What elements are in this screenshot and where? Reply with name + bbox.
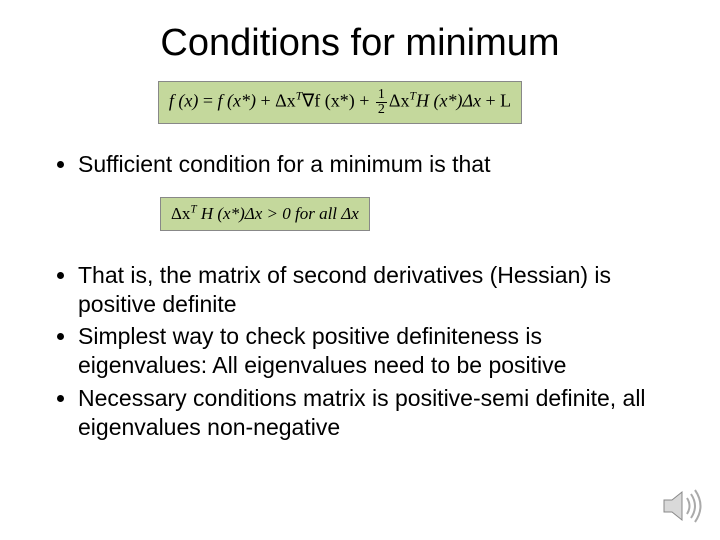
bullet-list: Sufficient condition for a minimum is th… [50,150,670,179]
eq1-half-num: 1 [376,88,387,103]
equation-1-wrapper: f (x) = f (x*) + ΔxT∇f (x*) + 12ΔxTH (x*… [10,81,670,124]
eq2-mid: H (x*)Δx > 0 for all Δx [197,204,359,223]
eq1-dx1: Δx [275,91,296,111]
bullet-2: That is, the matrix of second derivative… [78,261,670,319]
sound-icon [660,486,706,526]
eq1-half: 12 [376,88,387,117]
eq1-plus2: + [355,91,374,111]
equation-2: ΔxT H (x*)Δx > 0 for all Δx [160,197,370,231]
eq2-dx: Δx [171,204,190,223]
equation-2-wrapper: ΔxT H (x*)Δx > 0 for all Δx [160,197,670,231]
eq1-plus1: + [256,91,275,111]
slide-title: Conditions for minimum [50,22,670,65]
eq1-grad: ∇f (x*) [302,91,355,111]
eq1-plus3: + [481,91,500,111]
slide-container: Conditions for minimum f (x) = f (x*) + … [0,0,720,465]
equation-1: f (x) = f (x*) + ΔxT∇f (x*) + 12ΔxTH (x*… [158,81,522,124]
bullet-4: Necessary conditions matrix is positive-… [78,384,670,442]
eq1-dx2: Δx [389,91,410,111]
bullet-list-2: That is, the matrix of second derivative… [50,261,670,442]
eq1-lhs: f (x) [169,91,198,111]
bullet-3: Simplest way to check positive definiten… [78,322,670,380]
eq1-ell: L [500,91,511,111]
eq1-H: H (x*)Δx [416,91,481,111]
bullet-1: Sufficient condition for a minimum is th… [78,150,670,179]
eq1-half-den: 2 [376,103,387,117]
eq1-t1: f (x*) [217,91,255,111]
